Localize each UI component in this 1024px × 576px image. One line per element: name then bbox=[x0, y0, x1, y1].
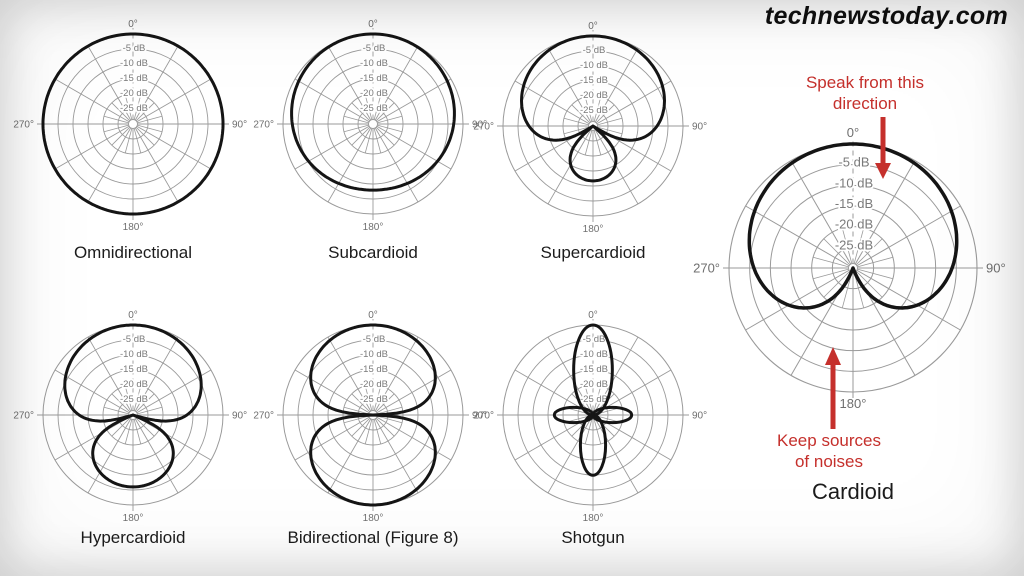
svg-text:-20 dB: -20 dB bbox=[360, 379, 388, 390]
svg-text:-10 dB: -10 dB bbox=[360, 58, 388, 69]
polar-plot-bidirectional: 0° 180° 90° 270° -5 dB -10 dB -15 dB -20 dB -25 … bbox=[253, 303, 487, 527]
svg-text:-25 dB: -25 dB bbox=[360, 394, 388, 405]
svg-text:270°: 270° bbox=[693, 261, 720, 276]
svg-text:-25 dB: -25 dB bbox=[360, 103, 388, 114]
polar-plot-supercardioid: 0° 180° 90° 270° -5 dB -10 dB -15 dB -20 dB -25 … bbox=[473, 14, 707, 238]
omnidirectional-chart: 0° 180° 90° 270° -5 dB -10 dB -15 dB -20 dB -25 … bbox=[13, 19, 247, 233]
svg-text:90°: 90° bbox=[232, 411, 247, 422]
polar-plot-subcardioid: 0° 180° 90° 270° -5 dB -10 dB -15 dB -20 dB -25 … bbox=[253, 12, 487, 236]
cardioid-chart: 0° 180° 90° 270° -5 dB -10 dB -15 dB -20 dB -25 … bbox=[693, 125, 1006, 411]
svg-text:0°: 0° bbox=[588, 21, 598, 32]
noise-direction-note: Keep sources of noises bbox=[729, 430, 929, 472]
svg-text:-25 dB: -25 dB bbox=[835, 237, 873, 252]
svg-text:-15 dB: -15 dB bbox=[120, 73, 148, 84]
svg-text:0°: 0° bbox=[847, 125, 859, 140]
svg-text:-5 dB: -5 dB bbox=[363, 43, 386, 54]
svg-text:-25 dB: -25 dB bbox=[120, 394, 148, 405]
svg-text:-15 dB: -15 dB bbox=[120, 364, 148, 375]
svg-text:270°: 270° bbox=[13, 411, 34, 422]
svg-text:-10 dB: -10 dB bbox=[580, 349, 608, 360]
svg-text:-5 dB: -5 dB bbox=[583, 45, 606, 56]
svg-text:90°: 90° bbox=[986, 261, 1006, 276]
svg-text:90°: 90° bbox=[232, 120, 247, 131]
svg-text:-10 dB: -10 dB bbox=[120, 349, 148, 360]
svg-text:180°: 180° bbox=[363, 222, 384, 233]
svg-text:-20 dB: -20 dB bbox=[580, 379, 608, 390]
noise-direction-line2: of noises bbox=[794, 452, 864, 471]
svg-text:0°: 0° bbox=[128, 310, 138, 321]
svg-text:180°: 180° bbox=[840, 396, 867, 411]
svg-text:-10 dB: -10 dB bbox=[360, 349, 388, 360]
svg-text:-20 dB: -20 dB bbox=[120, 88, 148, 99]
svg-text:-15 dB: -15 dB bbox=[360, 364, 388, 375]
polar-plot-hypercardioid: 0° 180° 90° 270° -5 dB -10 dB -15 dB -20 dB -25 … bbox=[13, 303, 247, 527]
svg-text:180°: 180° bbox=[583, 513, 604, 524]
svg-text:-5 dB: -5 dB bbox=[363, 334, 386, 345]
svg-text:90°: 90° bbox=[692, 411, 707, 422]
svg-text:-20 dB: -20 dB bbox=[360, 88, 388, 99]
svg-text:-25 dB: -25 dB bbox=[120, 103, 148, 114]
plot-caption-subcardioid: Subcardioid bbox=[328, 243, 418, 262]
svg-text:-15 dB: -15 dB bbox=[580, 364, 608, 375]
svg-text:180°: 180° bbox=[363, 513, 384, 524]
supercardioid-chart: 0°180°90°270°-5 dB-10 dB-15 dB-20 dB-25 … bbox=[473, 21, 707, 235]
svg-text:180°: 180° bbox=[583, 224, 604, 235]
svg-text:-5 dB: -5 dB bbox=[123, 43, 146, 54]
svg-text:-10 dB: -10 dB bbox=[835, 175, 873, 190]
polar-plot-omnidirectional: 0° 180° 90° 270° -5 dB -10 dB -15 dB -20 dB -25 … bbox=[13, 12, 247, 236]
shotgun-chart: 0°180°90°270°-5 dB-10 dB-15 dB-20 dB-25 … bbox=[473, 310, 707, 524]
speak-direction-line1: Speak from this bbox=[805, 73, 925, 92]
plot-caption-omnidirectional: Omnidirectional bbox=[73, 243, 193, 262]
svg-text:180°: 180° bbox=[123, 222, 144, 233]
plot-caption-bidirectional: Bidirectional (Figure 8) bbox=[287, 528, 459, 547]
svg-text:-20 dB: -20 dB bbox=[120, 379, 148, 390]
svg-text:-10 dB: -10 dB bbox=[120, 58, 148, 69]
hypercardioid-chart: 0° 180° 90° 270° -5 dB -10 dB -15 dB -20 dB -25 … bbox=[13, 310, 247, 524]
polar-plot-cardioid: 0° 180° 90° 270° -5 dB -10 dB -15 dB -20 dB -25 … bbox=[693, 118, 1006, 418]
subcardioid-chart: 0° 180° 90° 270° -5 dB -10 dB -15 dB -20 dB -25 … bbox=[253, 19, 487, 233]
svg-text:-25 dB: -25 dB bbox=[580, 105, 608, 116]
svg-text:0°: 0° bbox=[588, 310, 598, 321]
up-arrow-icon bbox=[825, 347, 841, 429]
svg-text:270°: 270° bbox=[253, 120, 274, 131]
svg-text:-5 dB: -5 dB bbox=[123, 334, 146, 345]
svg-text:-15 dB: -15 dB bbox=[580, 75, 608, 86]
site-watermark: technewstoday.com bbox=[764, 2, 1008, 30]
noise-direction-line1: Keep sources bbox=[777, 431, 881, 450]
svg-text:-15 dB: -15 dB bbox=[835, 196, 873, 211]
polar-plot-shotgun: 0° 180° 90° 270° -5 dB -10 dB -15 dB -20 dB -25 … bbox=[473, 303, 707, 527]
svg-text:0°: 0° bbox=[368, 310, 378, 321]
svg-text:-20 dB: -20 dB bbox=[835, 217, 873, 232]
svg-text:180°: 180° bbox=[123, 513, 144, 524]
svg-text:-25 dB: -25 dB bbox=[580, 394, 608, 405]
svg-text:-5 dB: -5 dB bbox=[583, 334, 606, 345]
svg-text:-10 dB: -10 dB bbox=[580, 60, 608, 71]
svg-text:270°: 270° bbox=[253, 411, 274, 422]
svg-text:-5 dB: -5 dB bbox=[838, 155, 869, 170]
svg-text:90°: 90° bbox=[472, 120, 487, 131]
down-arrow-icon bbox=[875, 117, 891, 179]
svg-text:270°: 270° bbox=[13, 120, 34, 131]
svg-text:-20 dB: -20 dB bbox=[580, 90, 608, 101]
svg-text:0°: 0° bbox=[368, 19, 378, 30]
plot-caption-hypercardioid: Hypercardioid bbox=[80, 528, 186, 547]
svg-text:270°: 270° bbox=[473, 122, 494, 133]
svg-text:0°: 0° bbox=[128, 19, 138, 30]
speak-direction-note: Speak from this direction bbox=[765, 72, 965, 114]
plot-caption-cardioid: Cardioid bbox=[812, 479, 894, 504]
svg-text:90°: 90° bbox=[472, 411, 487, 422]
svg-text:-15 dB: -15 dB bbox=[360, 73, 388, 84]
plot-caption-shotgun: Shotgun bbox=[561, 528, 625, 547]
plot-caption-supercardioid: Supercardioid bbox=[540, 243, 646, 262]
svg-text:270°: 270° bbox=[473, 411, 494, 422]
speak-direction-line2: direction bbox=[832, 94, 898, 113]
svg-text:90°: 90° bbox=[692, 122, 707, 133]
bidirectional-chart: 0° 180° 90° 270° -5 dB -10 dB -15 dB -20 dB -25 … bbox=[253, 310, 487, 524]
